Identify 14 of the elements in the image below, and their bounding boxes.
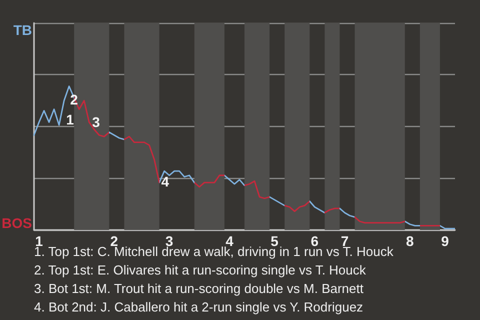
x-tick-label: 6 <box>310 233 319 249</box>
text: 2. Top 1st: E. Olivares hit a run-scoring single vs T. Houck <box>34 262 366 278</box>
x-tick-label: 5 <box>270 233 279 249</box>
x-tick-label: 9 <box>441 233 450 249</box>
text: TB <box>13 22 32 38</box>
annotation: 1 <box>66 112 74 128</box>
text: 4. Bot 2nd: J. Caballero hit a 2-run single vs Y. Rodriguez <box>34 300 364 314</box>
x-tick-label: 4 <box>226 233 234 249</box>
x-tick-label: 3 <box>165 233 174 249</box>
text: BOS <box>2 215 32 231</box>
annotation: 4 <box>161 174 170 190</box>
annotation: 3 <box>92 114 100 130</box>
x-tick-label: 8 <box>406 233 414 249</box>
text: 3. Bot 1st: M. Trout hit a run-scoring double vs M. Barnett <box>34 281 364 296</box>
